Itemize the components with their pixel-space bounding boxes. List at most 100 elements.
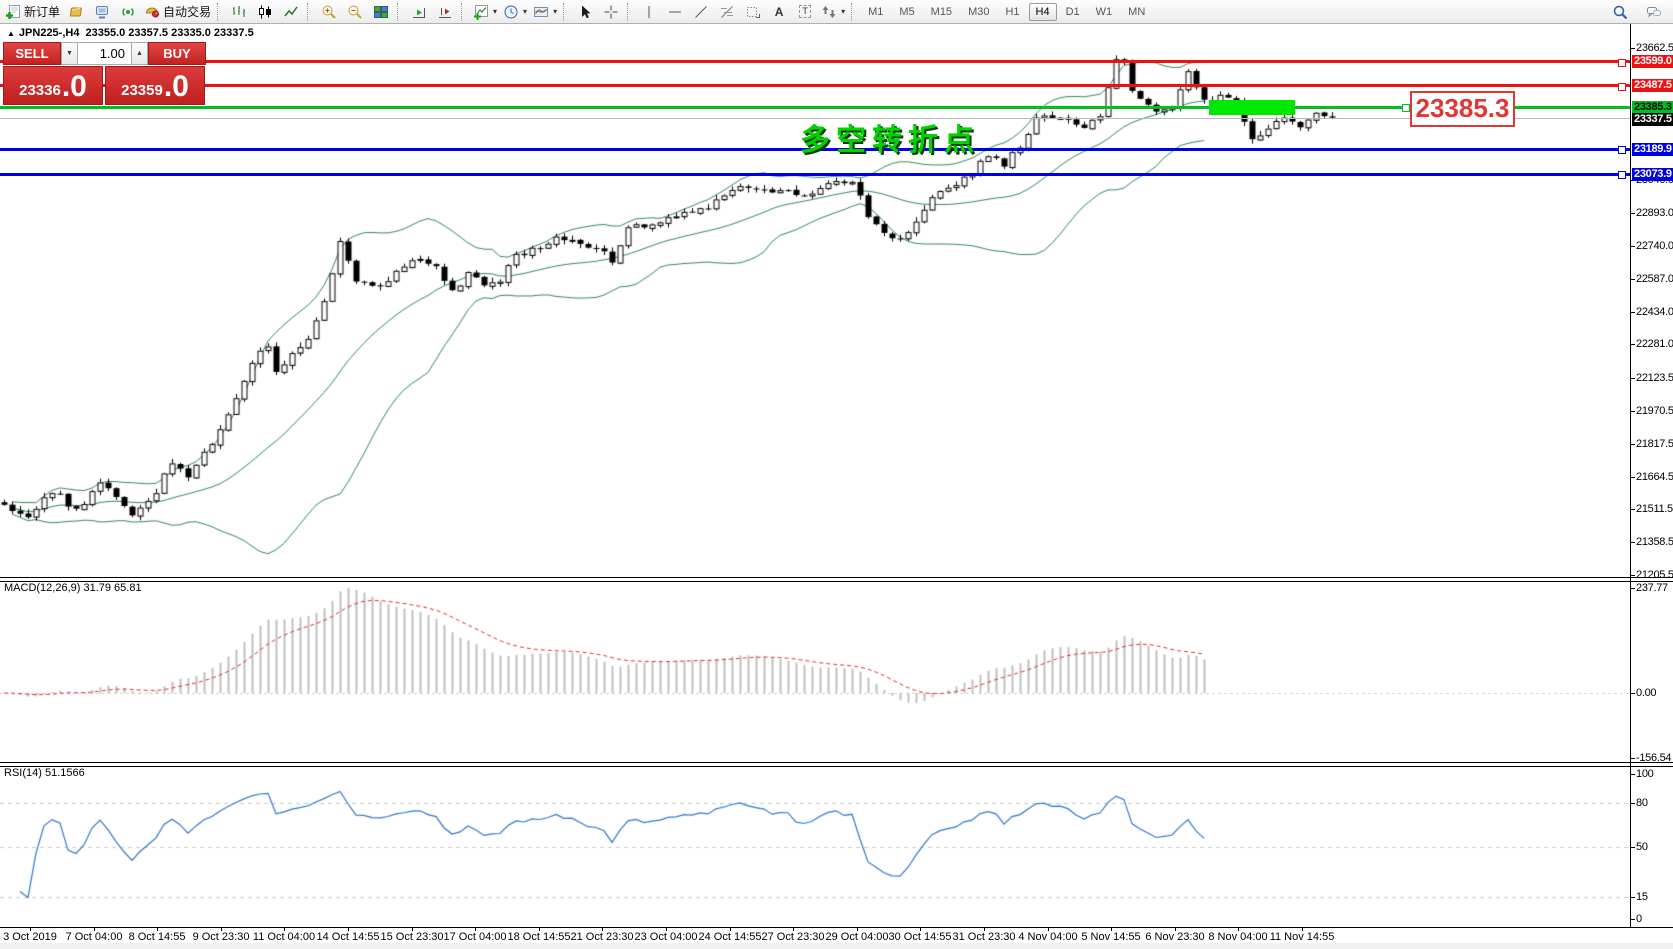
auto-scroll-button[interactable] [406, 1, 432, 23]
sell-price-display[interactable]: 23336 .0 [3, 66, 103, 105]
hline-23599.0[interactable] [0, 58, 1630, 67]
bar-chart-button[interactable] [226, 1, 252, 23]
signal-icon [122, 7, 134, 16]
line-chart-button[interactable] [278, 1, 304, 23]
tile-windows-button[interactable] [368, 1, 394, 23]
line-handle[interactable] [1618, 58, 1626, 67]
turning-point-annotation[interactable]: 多空转折点 [800, 124, 980, 157]
horizontal-line-icon [669, 11, 682, 12]
arrows-icon [822, 5, 836, 18]
template-icon [534, 6, 549, 17]
text-tool-button[interactable]: A [766, 1, 792, 23]
toolbar-separator [563, 2, 568, 21]
hline-23385.3[interactable] [0, 104, 1630, 113]
buy-price-display[interactable]: 23359 .0 [105, 66, 205, 105]
timeframe-W1-button[interactable]: W1 [1095, 5, 1113, 18]
price-line-label: 23189.9 [1632, 142, 1673, 156]
sell-button[interactable]: SELL [3, 42, 61, 65]
terminal-button[interactable] [89, 1, 115, 23]
search-button[interactable] [1607, 1, 1633, 23]
time-tick [1302, 928, 1303, 931]
toolbar-separator [397, 2, 402, 21]
collapse-triangle-icon[interactable]: ▲ [7, 29, 15, 38]
fibonacci-tool-button[interactable] [714, 1, 740, 23]
price-tick-label: 21664.5 [1636, 471, 1673, 483]
price-axis[interactable]: 23662.523046.022893.022740.022587.022434… [1630, 24, 1673, 927]
cursor-button[interactable] [572, 1, 598, 23]
crosshair-button[interactable] [598, 1, 624, 23]
hline-23073.9[interactable] [0, 171, 1630, 180]
price-tick [1631, 312, 1635, 313]
chat-button[interactable] [1641, 1, 1667, 23]
current-price-label: 23337.5 [1632, 112, 1673, 126]
zoom-out-button[interactable] [342, 1, 368, 23]
line-chart-icon [284, 6, 298, 16]
highlight-rectangle[interactable] [1209, 100, 1295, 115]
price-tick [1631, 575, 1635, 576]
price-tick-label: 22893.0 [1636, 207, 1673, 219]
volume-decrease-button[interactable]: ▼ [61, 42, 78, 65]
time-tick-label: 29 Oct 04:00 [825, 931, 889, 943]
timeframe-M5-button[interactable]: M5 [899, 5, 915, 18]
rsi-indicator-label: RSI(14) 51.1566 [4, 767, 85, 779]
templates-button[interactable]: ▾ [530, 1, 560, 23]
chevron-down-icon: ▾ [523, 7, 528, 16]
chat-icon [1647, 6, 1661, 17]
time-tick [475, 928, 476, 931]
time-tick-label: 27 Oct 23:30 [761, 931, 825, 943]
indicator-tick [1631, 693, 1635, 694]
time-tick [348, 928, 349, 931]
timeframe-M15-button[interactable]: M15 [930, 5, 953, 18]
chart-shift-button[interactable] [432, 1, 458, 23]
time-tick [1111, 928, 1112, 931]
signal-button[interactable] [115, 1, 141, 23]
new-chart-icon [474, 4, 489, 20]
new-order-label: 新订单 [24, 5, 61, 19]
timeframe-D1-button[interactable]: D1 [1065, 5, 1080, 18]
indicator-tick [1631, 847, 1635, 848]
text-label-tool-button[interactable]: T [792, 1, 818, 23]
timeframe-M30-button[interactable]: M30 [968, 5, 990, 18]
time-tick-label: 8 Nov 04:00 [1208, 931, 1268, 943]
price-callout-box[interactable]: 23385.3 [1410, 91, 1515, 127]
volume-increase-button[interactable]: ▲ [131, 42, 148, 65]
timeframe-H4-button[interactable]: H4 [1028, 2, 1057, 21]
auto-trading-button[interactable]: 自动交易 [141, 1, 214, 23]
new-order-button[interactable]: 新订单 [2, 1, 63, 23]
trade-panel-top-row: SELL ▼ 1.00 ▲ BUY [3, 42, 206, 65]
price-chart-canvas[interactable] [0, 24, 1630, 927]
trendline-tool-button[interactable] [688, 1, 714, 23]
timeframe-M1-button[interactable]: M1 [868, 5, 884, 18]
timeframe-toolbar: M1 M5 M15 M30 H1 H4 D1 W1 MN [860, 2, 1153, 21]
hline-23189.9[interactable] [0, 146, 1630, 155]
window-separator-macd[interactable] [0, 577, 1673, 582]
indicator-tick-label: 15 [1636, 891, 1648, 903]
horizontal-line-tool-button[interactable] [662, 1, 688, 23]
channel-tool-button[interactable] [740, 1, 766, 23]
window-separator-rsi[interactable] [0, 762, 1673, 767]
auto-trading-icon [146, 6, 160, 17]
time-tick-label: 7 Oct 04:00 [65, 931, 123, 943]
periods-button[interactable]: ▾ [500, 1, 530, 23]
timeframe-MN-button[interactable]: MN [1128, 5, 1146, 18]
search-icon [1613, 5, 1628, 19]
line-handle[interactable] [1618, 171, 1626, 180]
zoom-in-button[interactable] [316, 1, 342, 23]
buy-button[interactable]: BUY [148, 42, 206, 65]
line-handle[interactable] [1618, 146, 1626, 155]
chart-shift-icon [439, 7, 452, 18]
arrows-tool-button[interactable]: ▾ [818, 1, 848, 23]
hline-23487.5[interactable] [0, 82, 1630, 91]
vertical-line-tool-button[interactable] [636, 1, 662, 23]
time-tick-label: 30 Oct 14:55 [888, 931, 952, 943]
candlestick-chart-button[interactable] [252, 1, 278, 23]
time-axis[interactable]: 3 Oct 2019 7 Oct 04:00 8 Oct 14:55 9 Oct 23… [0, 927, 1673, 943]
line-handle[interactable] [1402, 104, 1410, 113]
line-handle[interactable] [1618, 82, 1626, 91]
price-tick-label: 23662.5 [1636, 42, 1673, 54]
gold-cube-button[interactable] [63, 1, 89, 23]
new-chart-button[interactable]: ▾ [470, 1, 500, 23]
volume-input[interactable]: 1.00 [78, 42, 131, 65]
buy-price-main: 23359 [121, 82, 163, 99]
timeframe-H1-button[interactable]: H1 [1005, 5, 1020, 18]
